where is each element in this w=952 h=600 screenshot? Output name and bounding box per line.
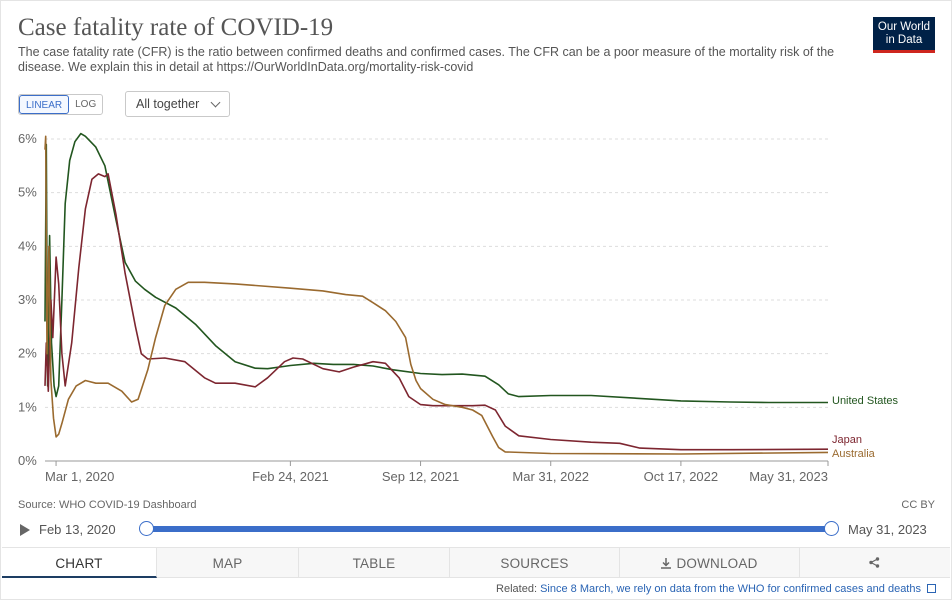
x-tick-label: Sep 12, 2021 (382, 469, 459, 484)
related-note: Related: Since 8 March, we rely on data … (0, 583, 936, 595)
chevron-down-icon (210, 97, 221, 108)
linear-scale-button[interactable]: LINEAR (19, 95, 70, 114)
tab-download-label: DOWNLOAD (676, 556, 758, 571)
share-icon (869, 557, 880, 568)
series-label-australia: Australia (832, 448, 876, 460)
timeline-end-label: May 31, 2023 (848, 522, 927, 537)
y-tick-label: 6% (18, 131, 37, 146)
tab-bar: CHART MAP TABLE SOURCES DOWNLOAD (2, 547, 950, 578)
x-tick-label: Oct 17, 2022 (644, 469, 718, 484)
series-lines (44, 132, 829, 455)
y-tick-label: 3% (18, 292, 37, 307)
timeline-start-handle[interactable] (139, 521, 154, 536)
series-line-japan (44, 173, 829, 451)
timeline-track[interactable] (146, 526, 832, 532)
play-icon[interactable] (20, 524, 30, 536)
log-scale-button[interactable]: LOG (75, 99, 97, 110)
related-link[interactable]: Since 8 March, we rely on data from the … (540, 583, 921, 595)
chart-title: Case fatality rate of COVID-19 (18, 14, 334, 41)
y-tick-label: 5% (18, 185, 37, 200)
tab-table[interactable]: TABLE (299, 548, 450, 578)
series-label-japan: Japan (832, 434, 862, 446)
x-tick-label: May 31, 2023 (749, 469, 828, 484)
x-tick-label: Feb 24, 2021 (252, 469, 329, 484)
line-chart: 0% 1% 2% 3% 4% 5% 6% Mar 1, 2020 Feb 24, 2021 Se… (18, 131, 899, 484)
source-note[interactable]: Source: WHO COVID-19 Dashboard (18, 499, 197, 511)
timeline: Feb 13, 2020 May 31, 2023 (18, 520, 938, 540)
series-label-united-states: United States (832, 395, 899, 407)
series-labels: United States Japan Australia (832, 395, 899, 460)
y-tick-label: 2% (18, 346, 37, 361)
related-prefix: Related: (496, 583, 538, 595)
tab-map[interactable]: MAP (157, 548, 299, 578)
tab-chart[interactable]: CHART (2, 548, 157, 578)
tab-sources[interactable]: SOURCES (450, 548, 620, 578)
license-note[interactable]: CC BY (901, 499, 935, 511)
tab-download[interactable]: DOWNLOAD (620, 548, 800, 578)
y-tick-label: 1% (18, 399, 37, 414)
y-tick-label: 4% (18, 238, 37, 253)
x-tick-label: Mar 1, 2020 (45, 469, 114, 484)
external-link-icon[interactable] (927, 584, 936, 593)
grid-lines (45, 138, 828, 462)
facet-select[interactable]: All together (125, 91, 230, 117)
timeline-end-handle[interactable] (824, 521, 839, 536)
facet-select-value: All together (136, 97, 200, 111)
x-axis: Mar 1, 2020 Feb 24, 2021 Sep 12, 2021 Mar 3… (45, 461, 829, 484)
timeline-start-label: Feb 13, 2020 (39, 522, 116, 537)
series-line-united-states (44, 132, 828, 404)
x-tick-label: Mar 31, 2022 (512, 469, 589, 484)
chart-subtitle: The case fatality rate (CFR) is the rati… (18, 45, 835, 74)
series-line-australia (44, 135, 829, 455)
download-icon (661, 558, 672, 569)
y-tick-label: 0% (18, 453, 37, 468)
scale-toggle: LINEAR LOG (18, 94, 104, 115)
y-axis: 0% 1% 2% 3% 4% 5% 6% (18, 131, 37, 468)
owid-logo[interactable]: Our World in Data (873, 17, 935, 53)
share-button[interactable] (800, 548, 949, 578)
